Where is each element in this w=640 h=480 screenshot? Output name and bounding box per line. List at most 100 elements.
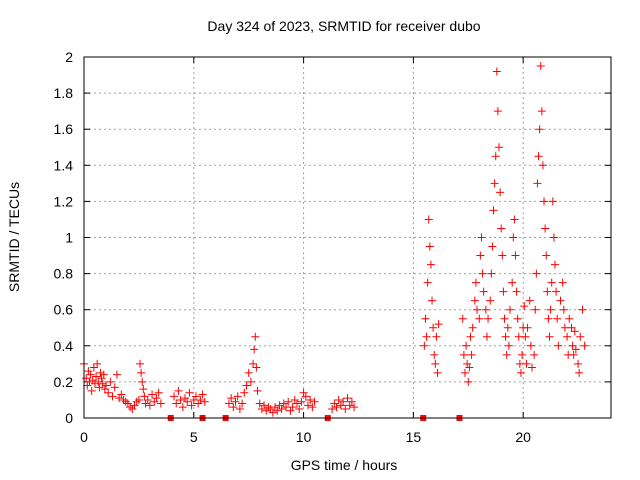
data-point [420, 341, 429, 350]
data-point [532, 269, 541, 278]
data-point [543, 287, 552, 296]
y-axis-label: SRMTID / TECUs [6, 182, 22, 292]
data-point [112, 370, 121, 379]
data-point [574, 359, 583, 368]
y-tick-label: 0.2 [54, 374, 74, 390]
data-point [432, 332, 441, 341]
data-point [580, 341, 589, 350]
data-point [339, 397, 348, 406]
data-point [273, 406, 282, 415]
data-point [571, 345, 580, 354]
data-point [108, 392, 117, 401]
data-point [476, 251, 485, 260]
data-point [468, 323, 477, 332]
data-point [502, 350, 511, 359]
data-point [466, 332, 475, 341]
data-point [492, 67, 501, 76]
data-point [424, 215, 433, 224]
data-point [425, 242, 434, 251]
data-point [135, 359, 144, 368]
x-tick-label: 10 [296, 429, 312, 445]
data-point [277, 404, 286, 413]
data-point [569, 350, 578, 359]
data-point [176, 395, 185, 404]
data-point [553, 314, 562, 323]
data-point [500, 314, 509, 323]
data-point [537, 107, 546, 116]
x-axis-label: GPS time / hours [291, 457, 398, 473]
x-tick-label: 0 [80, 429, 88, 445]
data-point [521, 332, 530, 341]
data-point [224, 399, 233, 408]
data-point [458, 314, 467, 323]
data-point [488, 242, 497, 251]
data-point [94, 377, 103, 386]
data-point [249, 359, 258, 368]
data-point [101, 381, 110, 390]
data-point [90, 379, 99, 388]
data-point [89, 363, 98, 372]
data-point [172, 399, 181, 408]
data-point [328, 404, 337, 413]
data-point [563, 332, 572, 341]
data-point [535, 125, 544, 134]
data-point [544, 314, 553, 323]
data-point [518, 350, 527, 359]
data-point [185, 388, 194, 397]
data-point [137, 368, 146, 377]
data-point [490, 179, 499, 188]
data-point [308, 403, 317, 412]
data-point [292, 399, 301, 408]
data-point [522, 359, 531, 368]
data-point [531, 305, 540, 314]
y-tick-label: 0.4 [54, 338, 74, 354]
data-point [238, 399, 247, 408]
y-tick-label: 1.6 [54, 121, 74, 137]
data-point [501, 332, 510, 341]
data-point [527, 363, 536, 372]
data-point [513, 314, 522, 323]
data-point [487, 269, 496, 278]
data-point [260, 401, 269, 410]
data-point [497, 224, 506, 233]
data-point [242, 381, 251, 390]
data-point [428, 296, 437, 305]
data-point [541, 224, 550, 233]
data-point [508, 278, 517, 287]
data-point [106, 377, 115, 386]
data-point [496, 188, 505, 197]
data-point [140, 392, 149, 401]
data-point [482, 332, 491, 341]
y-tick-label: 0.6 [54, 302, 74, 318]
data-point [183, 397, 192, 406]
data-point [95, 383, 104, 392]
data-point [429, 323, 438, 332]
data-point [174, 386, 183, 395]
data-point [423, 278, 432, 287]
data-point [489, 206, 498, 215]
data-point [253, 386, 262, 395]
data-point [430, 350, 439, 359]
data-point [526, 341, 535, 350]
data-point [548, 197, 557, 206]
data-point [462, 341, 471, 350]
data-point [139, 385, 148, 394]
data-point [578, 305, 587, 314]
data-point [422, 332, 431, 341]
data-point [551, 260, 560, 269]
data-point [93, 359, 102, 368]
data-point [99, 370, 108, 379]
data-point [134, 395, 143, 404]
data-point [520, 302, 529, 311]
data-point [145, 401, 154, 410]
y-tick-label: 2 [65, 49, 73, 65]
data-point [559, 305, 568, 314]
data-point [434, 320, 443, 329]
data-point [200, 397, 209, 406]
data-point [565, 314, 574, 323]
data-point [104, 388, 113, 397]
data-point [459, 350, 468, 359]
data-point [533, 179, 542, 188]
data-point [191, 392, 200, 401]
data-point [284, 397, 293, 406]
